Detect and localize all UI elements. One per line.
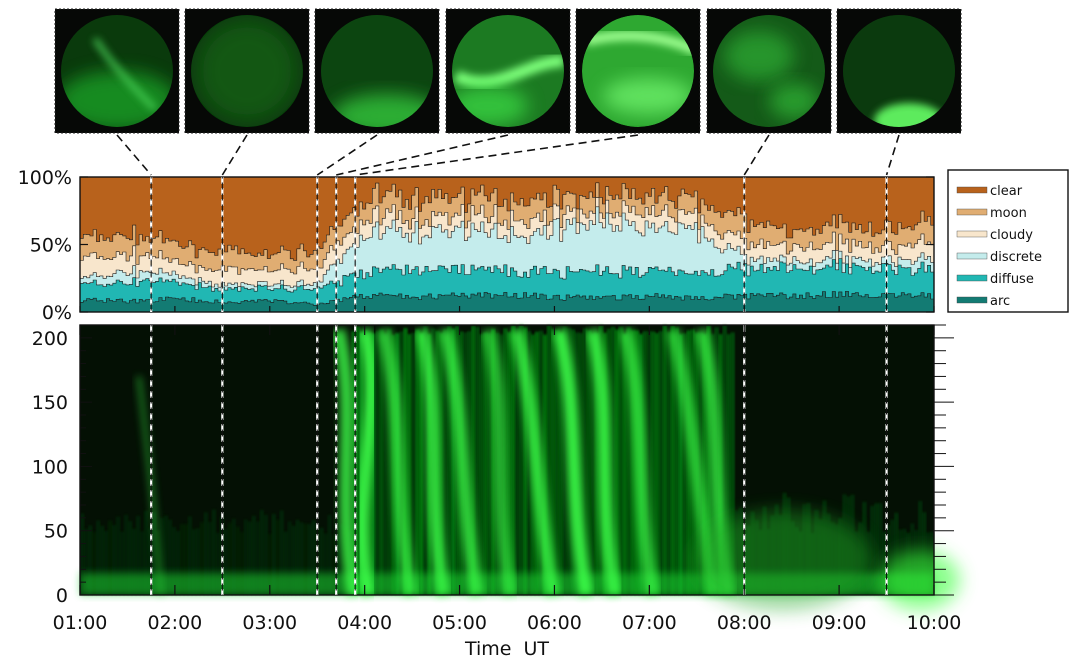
all-sky-image-5 <box>575 8 701 134</box>
all-sky-image-3 <box>314 8 440 134</box>
area-layer-arc <box>79 291 935 313</box>
event-markers <box>150 177 888 595</box>
classification-panel: 100% 50% 0% <box>18 167 935 324</box>
keogram-intensity <box>80 325 960 610</box>
x-tick-labels: 01:00 02:00 03:00 04:00 05:00 06:00 07:00 08:00… <box>53 306 962 634</box>
x-tick-label: 04:00 <box>337 612 392 634</box>
legend-label-diffuse: diffuse <box>990 272 1034 287</box>
legend-swatch-clear <box>956 186 988 194</box>
legend-label-arc: arc <box>990 294 1010 309</box>
image-connector-7 <box>885 134 900 176</box>
x-tick-label: 01:00 <box>53 612 108 634</box>
x-tick-label: 03:00 <box>242 612 297 634</box>
top-y-tick-label: 50% <box>30 235 72 257</box>
legend-swatch-arc <box>956 296 988 304</box>
top-y-tick-label: 100% <box>18 167 72 189</box>
x-tick-label: 10:00 <box>907 612 962 634</box>
image-connector-5 <box>355 134 639 176</box>
all-sky-image-strip <box>54 8 962 134</box>
keogram-panel: 200 150 100 50 0 <box>32 324 960 610</box>
image-connector-1 <box>116 134 152 176</box>
legend-swatch-discrete <box>956 252 988 260</box>
legend-label-cloudy: cloudy <box>990 228 1033 243</box>
image-connector-4 <box>336 134 509 176</box>
keogram-y-tick-label: 100 <box>32 456 68 478</box>
all-sky-image-6 <box>706 8 832 134</box>
legend-swatch-moon <box>956 208 988 216</box>
keogram-y-tick-label: 50 <box>44 521 68 543</box>
image-time-connectors <box>116 134 900 176</box>
image-connector-3 <box>316 134 378 176</box>
x-tick-label: 05:00 <box>432 612 487 634</box>
image-connector-6 <box>743 134 770 176</box>
x-tick-label: 06:00 <box>527 612 582 634</box>
legend-box <box>947 169 1069 313</box>
legend-swatch-diffuse <box>956 274 988 282</box>
keogram-y-tick-label: 150 <box>32 392 68 414</box>
legend-label-moon: moon <box>990 206 1027 221</box>
legend: clear moon cloudy discrete diffuse arc <box>947 169 1069 313</box>
legend-swatch-cloudy <box>956 230 988 238</box>
classification-area-layers <box>79 176 935 313</box>
x-tick-label: 08:00 <box>717 612 772 634</box>
x-tick-label: 09:00 <box>812 612 867 634</box>
x-axis-label: Time UT <box>464 638 549 660</box>
classification-y-ticks: 100% 50% 0% <box>18 167 934 324</box>
all-sky-image-7 <box>836 8 962 134</box>
x-tick-label: 07:00 <box>622 612 677 634</box>
all-sky-image-1 <box>54 8 180 134</box>
all-sky-image-2 <box>184 8 310 134</box>
keogram-ticks: 200 150 100 50 0 <box>32 324 954 607</box>
legend-label-clear: clear <box>990 184 1023 199</box>
keogram-y-tick-label: 0 <box>56 585 68 607</box>
image-connector-2 <box>221 134 248 176</box>
all-sky-image-4 <box>445 8 571 134</box>
legend-label-discrete: discrete <box>990 250 1042 265</box>
keogram-y-tick-label: 200 <box>32 328 68 350</box>
x-tick-label: 02:00 <box>148 612 203 634</box>
top-y-tick-label: 0% <box>42 302 72 324</box>
